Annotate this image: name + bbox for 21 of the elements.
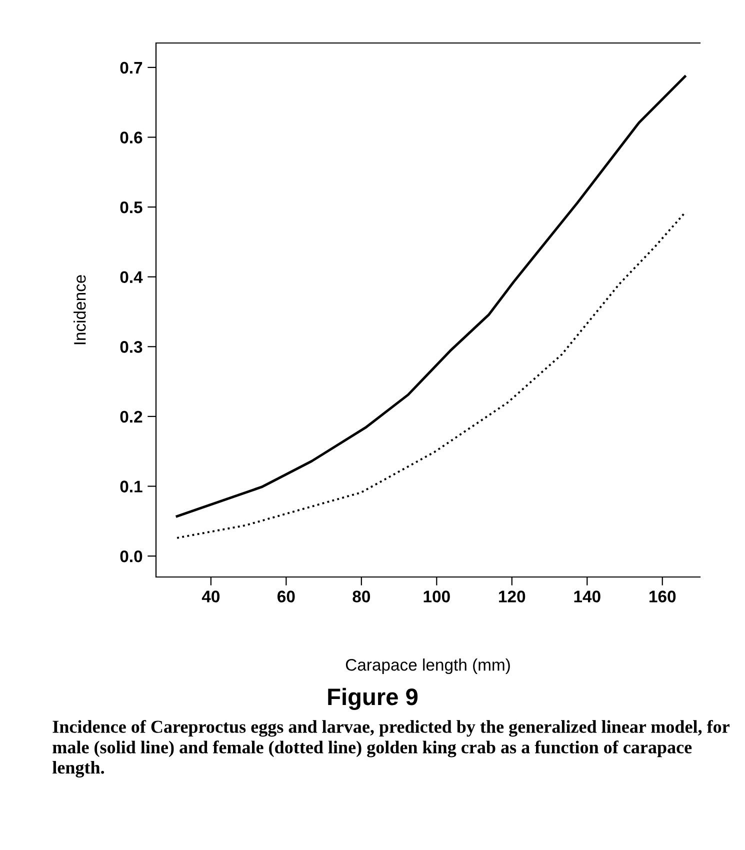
- line-series: [176, 75, 686, 518]
- x-axis-title: Carapace length (mm): [346, 658, 510, 674]
- y-tick-label: 0.4: [120, 271, 143, 284]
- y-tick-label: 0.5: [120, 201, 142, 214]
- y-tick-label: 0.6: [120, 132, 142, 144]
- x-tick-label: 160: [650, 590, 676, 602]
- x-tick-label: 120: [499, 590, 526, 602]
- text: Figure 9: [328, 688, 418, 710]
- y-tick-label: 0.7: [120, 62, 142, 74]
- y-tick-label: 0.0: [120, 550, 142, 562]
- x-tick-label: 140: [574, 590, 600, 602]
- x-tick-label: 60: [278, 590, 295, 602]
- x-tick-label: 80: [352, 590, 370, 602]
- text: Incidence of Careproctus eggs and larvae, predicted by the generalized linear model, for male (solid line) and female (dotted line) golden king crab as a function of carapace length.: [52, 720, 730, 778]
- y-axis-title: Incidence: [74, 275, 86, 344]
- y-tick-label: 0.3: [120, 341, 142, 353]
- x-tick-label: 100: [424, 590, 450, 602]
- y-tick-label: 0.2: [120, 410, 142, 423]
- x-tick-label: 40: [202, 590, 220, 602]
- line-series: [176, 212, 686, 539]
- y-tick-label: 0.1: [120, 480, 142, 492]
